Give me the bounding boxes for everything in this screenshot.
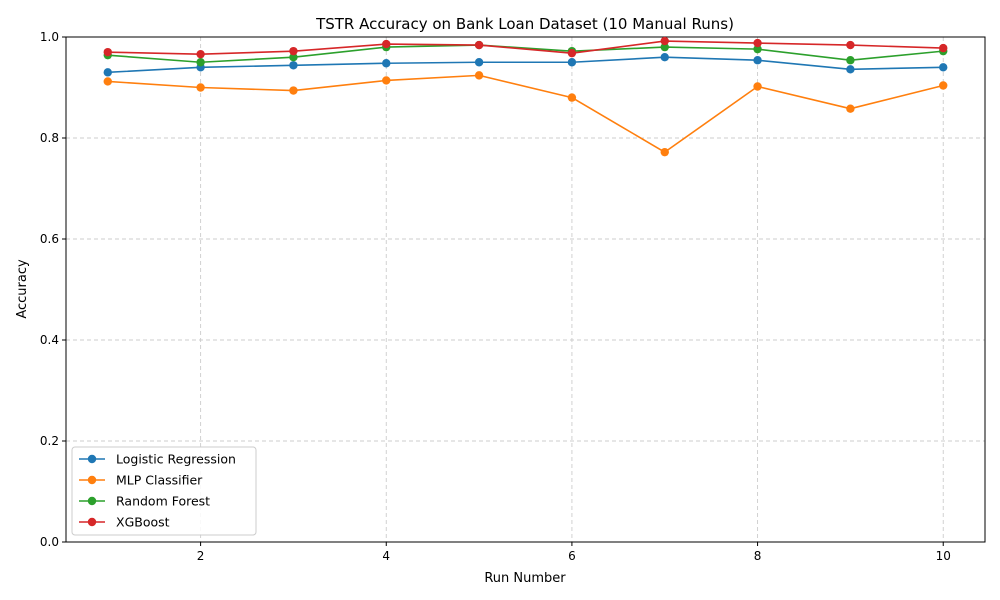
series-group bbox=[103, 36, 948, 157]
data-point bbox=[753, 38, 762, 48]
data-point bbox=[103, 77, 112, 86]
legend-item: Random Forest bbox=[79, 494, 210, 509]
legend-label: XGBoost bbox=[116, 515, 170, 530]
x-tick-label: 4 bbox=[382, 549, 390, 563]
x-tick-label: 6 bbox=[568, 549, 576, 563]
x-tick-label: 10 bbox=[936, 549, 951, 563]
data-point bbox=[103, 68, 112, 77]
series-line bbox=[107, 74, 944, 153]
series-logistic-regression bbox=[103, 53, 948, 77]
data-point bbox=[939, 81, 948, 90]
data-point bbox=[567, 93, 577, 102]
data-point bbox=[846, 56, 855, 65]
data-point bbox=[753, 56, 762, 65]
chart-title: TSTR Accuracy on Bank Loan Dataset (10 M… bbox=[315, 15, 734, 33]
y-tick-label: 1.0 bbox=[40, 30, 59, 44]
data-point bbox=[103, 47, 112, 57]
y-axis-label: Accuracy bbox=[15, 259, 30, 319]
axis-ticks: 2 4 6 8 10 0.0 0.2 0.4 0.6 0.8 1.0 bbox=[40, 30, 951, 563]
x-axis-label: Run Number bbox=[484, 571, 566, 586]
series-line bbox=[107, 56, 944, 74]
data-point bbox=[382, 59, 391, 68]
data-point bbox=[660, 53, 669, 62]
data-point bbox=[660, 147, 669, 157]
data-point bbox=[753, 44, 762, 54]
data-point bbox=[567, 48, 577, 58]
y-tick-label: 0.6 bbox=[40, 232, 59, 246]
series-mlp-classifier bbox=[103, 71, 948, 157]
data-point bbox=[939, 43, 948, 53]
data-point bbox=[196, 49, 205, 59]
x-tick-label: 2 bbox=[197, 549, 205, 563]
data-point bbox=[474, 40, 484, 50]
series-xgboost bbox=[103, 36, 948, 59]
data-point bbox=[196, 83, 205, 92]
data-point bbox=[753, 82, 762, 91]
data-point bbox=[382, 76, 391, 85]
data-point bbox=[196, 58, 205, 67]
legend-item: XGBoost bbox=[79, 515, 170, 530]
legend-marker bbox=[87, 517, 97, 527]
series-line bbox=[107, 44, 944, 64]
legend-marker bbox=[87, 475, 97, 485]
data-point bbox=[846, 40, 855, 50]
data-point bbox=[474, 58, 484, 67]
legend-item: MLP Classifier bbox=[79, 473, 203, 488]
data-point bbox=[567, 58, 577, 67]
legend-marker bbox=[87, 496, 97, 506]
legend-item: Logistic Regression bbox=[79, 452, 236, 467]
legend-label: Random Forest bbox=[116, 494, 210, 509]
data-point bbox=[660, 36, 669, 46]
x-tick-label: 8 bbox=[754, 549, 762, 563]
y-tick-label: 0.8 bbox=[40, 131, 59, 145]
legend: Logistic Regression MLP Classifier Random … bbox=[71, 446, 257, 536]
y-tick-label: 0.4 bbox=[40, 333, 59, 347]
data-point bbox=[382, 39, 391, 49]
data-point bbox=[474, 71, 484, 80]
data-point bbox=[289, 53, 298, 62]
series-line bbox=[107, 40, 944, 55]
y-tick-label: 0.0 bbox=[40, 535, 59, 549]
data-point bbox=[289, 61, 298, 70]
plot-area bbox=[65, 36, 986, 543]
data-point bbox=[289, 46, 298, 56]
data-point bbox=[660, 42, 669, 52]
legend-marker bbox=[87, 454, 97, 464]
legend-label: Logistic Regression bbox=[116, 452, 236, 467]
y-tick-label: 0.2 bbox=[40, 434, 59, 448]
data-point bbox=[846, 65, 855, 74]
legend-label: MLP Classifier bbox=[116, 473, 203, 488]
data-point bbox=[289, 86, 298, 95]
legend-box bbox=[71, 446, 257, 536]
data-point bbox=[939, 63, 948, 72]
data-point bbox=[846, 104, 855, 113]
